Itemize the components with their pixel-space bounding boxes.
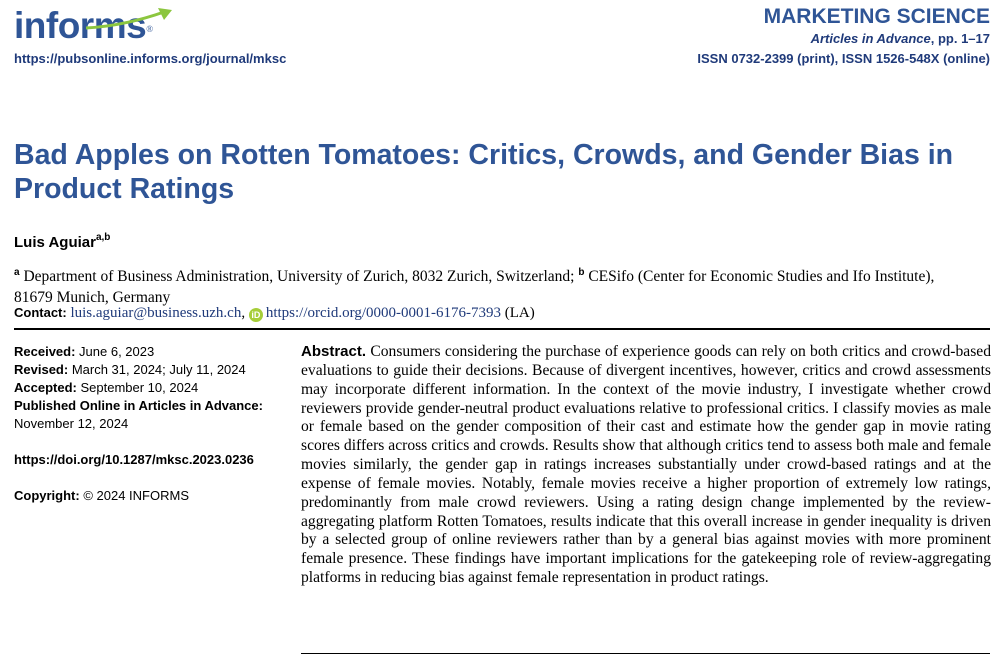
affil-b-sup: b [578,267,585,278]
abstract-label: Abstract. [301,343,367,360]
articles-in-advance-line: Articles in Advance, pp. 1–17 [811,31,990,46]
accepted-label: Accepted: [14,380,77,395]
accepted-date: September 10, 2024 [76,380,199,395]
published-date: November 12, 2024 [14,416,129,431]
abstract-text: Consumers considering the purchase of ex… [301,343,991,587]
orcid-icon: iD [248,308,263,322]
affil-a-text: Department of Business Administration, U… [19,268,579,286]
logo-wordmark: informs [14,5,147,46]
copyright-line: Copyright: © 2024 INFORMS [14,487,274,505]
page-range: , pp. 1–17 [930,31,990,46]
journal-url-link[interactable]: https://pubsonline.informs.org/journal/m… [14,51,287,66]
received-row: Received: June 6, 2023 [14,343,274,361]
revised-row: Revised: March 31, 2024; July 11, 2024 [14,361,274,379]
copyright-text: © 2024 INFORMS [79,488,189,503]
articles-label: Articles in Advance [810,31,931,46]
accepted-row: Accepted: September 10, 2024 [14,379,274,397]
author-line: Luis Aguiara,b [14,232,111,251]
doi-link[interactable]: https://doi.org/10.1287/mksc.2023.0236 [14,451,274,469]
informs-logo[interactable]: informs® [14,5,172,46]
contact-suffix: (LA) [500,305,535,321]
doi-text: https://doi.org/10.1287/mksc.2023.0236 [14,452,254,467]
header-divider [14,328,990,330]
author-name: Luis Aguiar [14,234,96,251]
revised-label: Revised: [14,362,69,377]
copyright-label: Copyright: [14,488,80,503]
abstract: Abstract. Consumers considering the purc… [301,343,991,588]
received-label: Received: [14,344,76,359]
logo-arrow-icon [85,8,172,30]
dates-block: Received: June 6, 2023 Revised: March 31… [14,343,274,433]
affil-b-text: CESifo (Center for Economic Studies and … [14,268,935,307]
contact-label: Contact: [14,305,67,320]
published-label: Published Online in Articles in Advance: [14,398,263,413]
author-affil-sup: a,b [95,232,111,243]
contact-line: Contact: luis.aguiar@business.uzh.ch, iD… [14,305,535,322]
received-date: June 6, 2023 [75,344,155,359]
abstract-divider [301,653,990,654]
journal-name: MARKETING SCIENCE [763,5,990,28]
orcid-link[interactable]: https://orcid.org/0000-0001-6176-7393 [265,305,501,321]
published-row: Published Online in Articles in Advance: [14,397,274,415]
contact-email-link[interactable]: luis.aguiar@business.uzh.ch [70,305,242,321]
issn-line: ISSN 0732-2399 (print), ISSN 1526-548X (… [697,51,990,66]
registered-mark: ® [146,24,154,34]
affil-a-sup: a [14,267,20,278]
affiliations: a Department of Business Administration,… [14,262,974,308]
article-title: Bad Apples on Rotten Tomatoes: Critics, … [14,139,954,205]
revised-dates: March 31, 2024; July 11, 2024 [68,362,246,377]
